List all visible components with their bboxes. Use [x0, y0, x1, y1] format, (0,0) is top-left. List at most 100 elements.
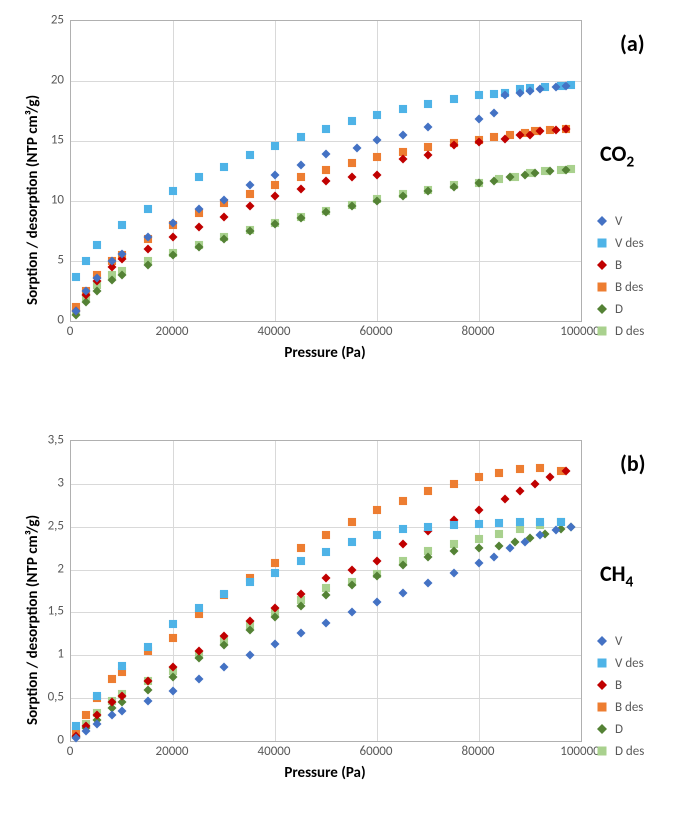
data-point-D [561, 165, 570, 174]
y-tick-label: 0 [14, 733, 64, 748]
data-point-V [271, 170, 280, 179]
data-point-B [398, 539, 407, 548]
data-point-D [520, 170, 529, 179]
x-axis-title: Pressure (Pa) [284, 344, 365, 362]
data-point-Vdes [424, 99, 433, 108]
data-point-B [546, 473, 555, 482]
data-point-V [296, 629, 305, 638]
data-point-V [347, 608, 356, 617]
data-point-D [143, 260, 152, 269]
data-point-D [398, 192, 407, 201]
legend-item-Bdes: B des [595, 276, 644, 298]
legend-item-Bdes: B des [595, 696, 644, 718]
data-point-V [118, 707, 127, 716]
data-point-V [143, 233, 152, 242]
data-point-Vdes [398, 104, 407, 113]
data-point-B [271, 192, 280, 201]
data-point-Vdes [82, 257, 91, 266]
data-point-V [107, 257, 116, 266]
data-point-V [515, 89, 524, 98]
data-point-Vdes [475, 91, 484, 100]
data-point-Bdes [322, 531, 331, 540]
data-point-B [296, 589, 305, 598]
x-tick-label: 60000 [360, 744, 393, 759]
data-point-B [245, 617, 254, 626]
data-point-V [245, 651, 254, 660]
data-point-V [169, 687, 178, 696]
data-point-B [322, 176, 331, 185]
data-point-Vdes [296, 133, 305, 142]
data-point-V [500, 91, 509, 100]
data-point-D [322, 207, 331, 216]
data-point-Bdes [536, 464, 545, 473]
chart-panel-panel_b: 02000040000600008000010000000,511,522,53… [0, 430, 685, 830]
data-point-Bdes [373, 505, 382, 514]
data-point-B [373, 557, 382, 566]
legend-label: V [615, 634, 622, 649]
data-point-Vdes [296, 557, 305, 566]
legend-swatch-icon [595, 722, 609, 736]
data-point-V [561, 81, 570, 90]
legend-item-B: B [595, 674, 644, 696]
data-point-Vdes [271, 569, 280, 578]
legend-label: D [615, 722, 623, 737]
data-point-Vdes [424, 522, 433, 531]
data-point-B [220, 632, 229, 641]
data-point-V [536, 531, 545, 540]
legend-item-D: D [595, 718, 644, 740]
chemical-label: CO2 [600, 140, 634, 171]
x-tick-label: 100000 [560, 324, 600, 339]
data-point-V [520, 538, 529, 547]
data-point-V [536, 85, 545, 94]
y-axis-title: Sorption / desorption (NTP cm³/g) [24, 515, 42, 725]
data-point-V [296, 161, 305, 170]
data-point-Vdes [118, 661, 127, 670]
data-point-Vdes [515, 518, 524, 527]
data-point-Bdes [347, 518, 356, 527]
data-point-B [500, 495, 509, 504]
data-point-B [296, 185, 305, 194]
data-point-B [347, 173, 356, 182]
data-point-B [515, 131, 524, 140]
y-tick-label: 25 [14, 13, 64, 28]
data-point-Bdes [169, 634, 178, 643]
legend-item-D: D [595, 298, 644, 320]
legend-label: D [615, 302, 623, 317]
data-point-V [551, 83, 560, 92]
x-tick-label: 20000 [156, 744, 189, 759]
data-point-Ddes [475, 534, 484, 543]
data-point-D [271, 219, 280, 228]
data-point-B [449, 140, 458, 149]
data-point-Bdes [373, 152, 382, 161]
data-point-Vdes [449, 521, 458, 530]
legend-label: V des [615, 656, 644, 671]
data-point-B [194, 647, 203, 656]
data-point-D [424, 552, 433, 561]
data-point-D [220, 235, 229, 244]
data-point-V [490, 552, 499, 561]
legend-item-B: B [595, 254, 644, 276]
data-point-D [398, 561, 407, 570]
data-point-Bdes [449, 479, 458, 488]
data-point-D [505, 173, 514, 182]
data-point-Vdes [72, 272, 81, 281]
data-point-Vdes [490, 90, 499, 99]
data-point-Vdes [322, 548, 331, 557]
data-point-Vdes [92, 241, 101, 250]
data-point-D [373, 571, 382, 580]
data-point-D [271, 612, 280, 621]
data-point-V [271, 640, 280, 649]
legend-swatch-icon [595, 700, 609, 714]
data-point-Vdes [194, 173, 203, 182]
data-point-Vdes [347, 116, 356, 125]
data-point-V [475, 115, 484, 124]
data-point-Bdes [515, 465, 524, 474]
data-point-D [107, 276, 116, 285]
data-point-D [546, 167, 555, 176]
data-point-Vdes [271, 141, 280, 150]
chemical-label: CH4 [600, 560, 633, 591]
y-tick-label: 0 [14, 313, 64, 328]
data-point-V [107, 711, 116, 720]
data-point-D [475, 179, 484, 188]
data-point-D [449, 182, 458, 191]
